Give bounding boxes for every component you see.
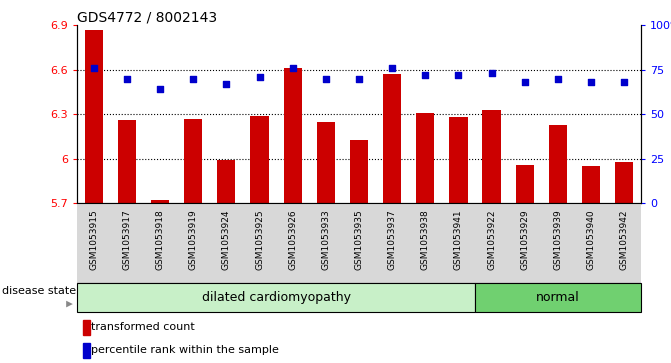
Point <box>586 79 597 85</box>
Bar <box>582 166 600 203</box>
Bar <box>284 68 302 203</box>
Bar <box>217 160 236 203</box>
Text: normal: normal <box>536 291 580 304</box>
Point <box>287 65 298 71</box>
Text: GSM1053935: GSM1053935 <box>354 210 364 270</box>
Text: GSM1053942: GSM1053942 <box>620 210 629 270</box>
Point <box>188 76 199 82</box>
Text: GSM1053939: GSM1053939 <box>554 210 562 270</box>
Text: GSM1053933: GSM1053933 <box>321 210 330 270</box>
Text: dilated cardiomyopathy: dilated cardiomyopathy <box>201 291 350 304</box>
Text: transformed count: transformed count <box>91 322 195 333</box>
Text: percentile rank within the sample: percentile rank within the sample <box>91 345 279 355</box>
Bar <box>317 122 335 203</box>
Text: GSM1053929: GSM1053929 <box>520 210 529 270</box>
Text: GSM1053915: GSM1053915 <box>89 210 98 270</box>
Text: GSM1053919: GSM1053919 <box>189 210 198 270</box>
Point <box>221 81 231 87</box>
Point <box>354 76 364 82</box>
Text: GSM1053922: GSM1053922 <box>487 210 496 270</box>
Text: GSM1053917: GSM1053917 <box>122 210 132 270</box>
Point <box>519 79 530 85</box>
Text: GSM1053938: GSM1053938 <box>421 210 430 270</box>
Text: GSM1053918: GSM1053918 <box>156 210 164 270</box>
Bar <box>118 120 136 203</box>
Text: GDS4772 / 8002143: GDS4772 / 8002143 <box>77 10 217 24</box>
Point <box>254 74 265 80</box>
Text: GSM1053924: GSM1053924 <box>222 210 231 270</box>
Bar <box>77 283 475 312</box>
Bar <box>151 200 169 203</box>
Bar <box>475 283 641 312</box>
Bar <box>515 165 534 203</box>
Bar <box>85 30 103 203</box>
Point <box>453 72 464 78</box>
Bar <box>549 125 567 203</box>
Point <box>121 76 132 82</box>
Point <box>486 70 497 76</box>
Text: disease state: disease state <box>1 286 76 296</box>
Point <box>321 76 331 82</box>
Text: GSM1053937: GSM1053937 <box>388 210 397 270</box>
Bar <box>482 110 501 203</box>
Bar <box>383 74 401 203</box>
Text: GSM1053941: GSM1053941 <box>454 210 463 270</box>
Bar <box>450 117 468 203</box>
Bar <box>83 343 90 358</box>
Text: GSM1053925: GSM1053925 <box>255 210 264 270</box>
Text: GSM1053940: GSM1053940 <box>586 210 596 270</box>
Text: GSM1053926: GSM1053926 <box>288 210 297 270</box>
Point <box>386 65 397 71</box>
Point <box>89 65 99 71</box>
Point <box>155 86 166 92</box>
Bar <box>350 139 368 203</box>
Bar <box>83 320 90 335</box>
Point <box>420 72 431 78</box>
Bar <box>615 162 633 203</box>
Point <box>552 76 563 82</box>
Bar <box>416 113 434 203</box>
Bar <box>250 116 268 203</box>
Point <box>619 79 629 85</box>
Bar <box>184 119 203 203</box>
